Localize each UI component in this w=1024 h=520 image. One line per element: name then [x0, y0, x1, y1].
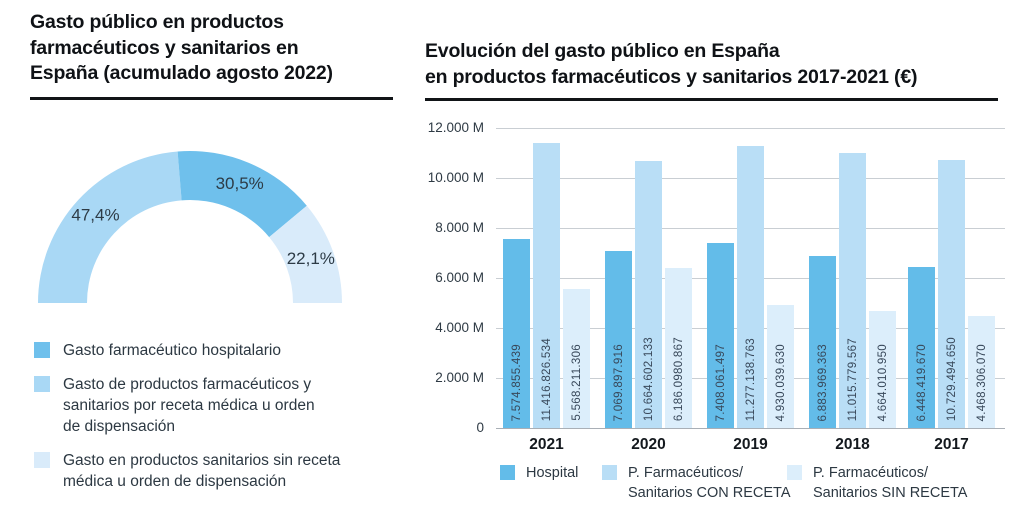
legend-label: Gasto farmacéutico hospitalario	[63, 342, 281, 359]
bar-value-label: 6.448.419.670	[915, 343, 928, 421]
y-tick-label: 8.000 M	[435, 220, 484, 235]
donut-segment-label: 22,1%	[287, 249, 335, 268]
bar-value-label: 5.568.211.306	[570, 344, 583, 421]
donut-chart: 47,4% 30,5% 22,1%	[38, 151, 342, 303]
legend-item: Gasto en productos sanitarios sin receta…	[34, 450, 394, 492]
y-tick-label: 0	[476, 420, 484, 435]
x-tick-label: 2017	[934, 436, 969, 453]
bar: 10.729.494.650	[938, 159, 965, 428]
legend-label: Gasto en productos sanitarios sin receta…	[63, 452, 341, 490]
bar-value-label: 7.574.855.439	[510, 343, 523, 421]
left-chart-title: Gasto público en productos farmacéuticos…	[30, 11, 333, 84]
grid-line	[496, 128, 1005, 129]
bar: 6.186.0980.867	[665, 268, 692, 428]
bar-value-label: 7.408.061.497	[714, 343, 727, 421]
bar-value-label: 6.883.969.363	[816, 343, 829, 421]
bar-value-label: 11.416.826.534	[540, 337, 553, 421]
legend-swatch-icon	[34, 342, 50, 358]
x-tick-label: 2020	[631, 436, 666, 453]
bar-value-label: 11.277.138.763	[744, 337, 757, 421]
bar-value-label: 10.664.602.133	[642, 336, 655, 421]
right-title-underline	[425, 98, 998, 101]
bar-group-2020: 7.069.897.916 10.664.602.133 6.186.0980.86…	[605, 128, 692, 428]
donut-segment-label: 47,4%	[71, 205, 119, 224]
legend-label: Hospital	[526, 465, 579, 481]
bar-value-label: 4.664.010.950	[876, 343, 889, 421]
donut-legend: Gasto farmacéutico hospitalario Gasto de …	[34, 340, 394, 492]
grid-line	[496, 428, 1005, 429]
donut-segment	[38, 151, 182, 303]
legend-label: P. Farmacéuticos/ Sanitarios SIN RECETA	[813, 465, 968, 501]
bar: 6.883.969.363	[809, 255, 836, 428]
donut-segment-label: 30,5%	[216, 174, 264, 193]
legend-label: Gasto de productos farmacéuticos y sanit…	[63, 376, 315, 435]
legend-item: P. Farmacéuticos/ Sanitarios SIN RECETA	[787, 463, 967, 503]
x-tick-label: 2019	[733, 436, 768, 453]
x-tick-label: 2021	[529, 436, 564, 453]
left-title-underline	[30, 97, 393, 100]
bar-group-2021: 7.574.855.439 11.416.826.534 5.568.211.306	[503, 128, 590, 428]
legend-swatch-icon	[34, 452, 50, 468]
legend-item: P. Farmacéuticos/ Sanitarios CON RECETA	[602, 463, 791, 503]
y-tick-label: 6.000 M	[435, 270, 484, 285]
y-tick-label: 10.000 M	[427, 170, 484, 185]
bar-value-label: 11.015.779.567	[846, 337, 859, 421]
x-tick-label: 2018	[835, 436, 870, 453]
legend-swatch-icon	[602, 465, 617, 480]
bar: 11.015.779.567	[839, 152, 866, 428]
bar: 11.416.826.534	[533, 142, 560, 428]
bar: 10.664.602.133	[635, 161, 662, 428]
bar-chart-plot-area: 7.574.855.439 11.416.826.534 5.568.211.306…	[496, 128, 1005, 429]
bar: 4.468.306.070	[968, 316, 995, 428]
bar: 7.408.061.497	[707, 242, 734, 428]
legend-swatch-icon	[34, 376, 50, 392]
bar-value-label: 7.069.897.916	[612, 343, 625, 421]
bar-value-label: 4.930.039.630	[774, 343, 787, 421]
bar-value-label: 6.186.0980.867	[672, 336, 685, 421]
bar: 4.664.010.950	[869, 311, 896, 428]
legend-swatch-icon	[787, 465, 802, 480]
right-chart-title: Evolución del gasto público en España en…	[425, 40, 918, 88]
y-tick-label: 12.000 M	[427, 120, 484, 135]
bar-value-label: 4.468.306.070	[975, 343, 988, 421]
y-tick-label: 4.000 M	[435, 320, 484, 335]
bar-group-2018: 6.883.969.363 11.015.779.567 4.664.010.950	[809, 128, 896, 428]
legend-label: P. Farmacéuticos/ Sanitarios CON RECETA	[628, 465, 791, 501]
donut-segment	[177, 151, 307, 238]
bar-group-2019: 7.408.061.497 11.277.138.763 4.930.039.630	[707, 128, 794, 428]
legend-swatch-icon	[500, 465, 515, 480]
bar: 5.568.211.306	[563, 288, 590, 428]
bar: 11.277.138.763	[737, 146, 764, 428]
bar: 7.069.897.916	[605, 251, 632, 428]
bar: 6.448.419.670	[908, 266, 935, 428]
bar: 7.574.855.439	[503, 238, 530, 428]
bar-group-2017: 6.448.419.670 10.729.494.650 4.468.306.070	[908, 128, 995, 428]
legend-item: Gasto farmacéutico hospitalario	[34, 340, 394, 361]
bar-value-label: 10.729.494.650	[945, 336, 958, 421]
legend-item: Hospital	[500, 463, 578, 483]
donut-segment	[269, 205, 342, 303]
legend-item: Gasto de productos farmacéuticos y sanit…	[34, 374, 394, 437]
bar: 4.930.039.630	[767, 304, 794, 428]
y-tick-label: 2.000 M	[435, 370, 484, 385]
